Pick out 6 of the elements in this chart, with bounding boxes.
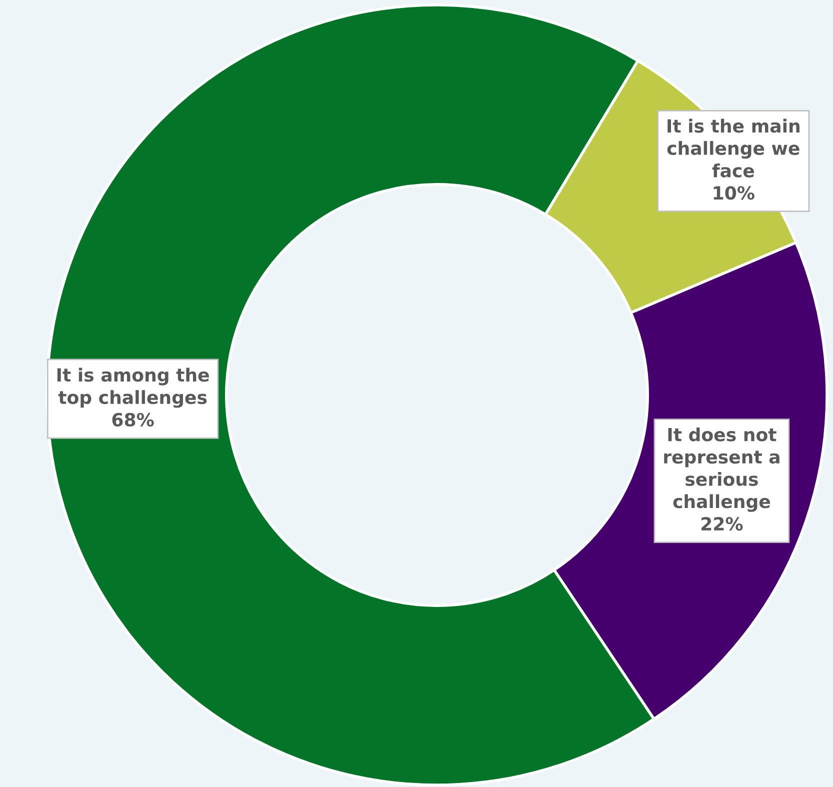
- data-label: 68%: [112, 412, 154, 427]
- data-label: 22%: [702, 517, 743, 531]
- slice-label: It is among the top challenges: [57, 368, 209, 408]
- slice-label: It does not represent a serious challenge: [664, 427, 780, 512]
- data-label: 10%: [714, 186, 754, 200]
- slice-label: It is the main challenge we face: [667, 118, 800, 178]
